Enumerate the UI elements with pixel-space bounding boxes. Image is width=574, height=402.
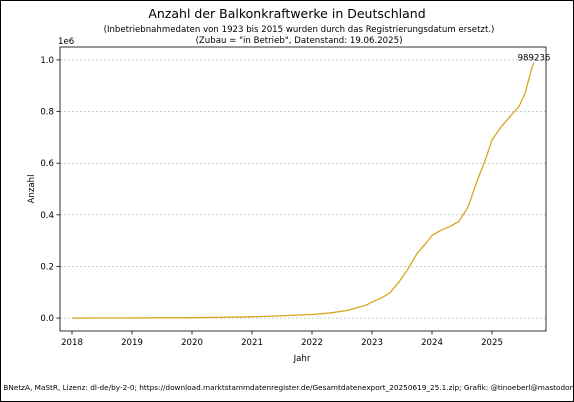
- x-tick-label: 2020: [181, 338, 203, 348]
- chart-subtitle-line-2: (Zubau = "in Betrieb", Datenstand: 19.06…: [196, 36, 403, 46]
- chart-subtitle-line-1: (Inbetriebnahmedaten von 1923 bis 2015 w…: [104, 25, 495, 35]
- x-tick-label: 2022: [301, 338, 323, 348]
- x-tick-label: 2023: [361, 338, 383, 348]
- y-tick-label: 0.4: [40, 211, 54, 221]
- x-tick-label: 2018: [61, 338, 83, 348]
- y-offset-label: 1e6: [58, 37, 74, 47]
- x-tick-label: 2021: [241, 338, 263, 348]
- x-tick-label: 2024: [421, 338, 443, 348]
- plot-area: [59, 46, 547, 332]
- axes: 0.0 0.2 0.4 0.6 0.8 1.0 2018 2019 2020 2021 2022 20…: [40, 56, 503, 348]
- y-axis-label: Anzahl: [27, 175, 37, 204]
- end-value-annotation: 989236: [518, 54, 551, 64]
- chart-title: Anzahl der Balkonkraftwerke in Deutschla…: [148, 6, 425, 21]
- y-tick-label: 0.2: [40, 262, 54, 272]
- x-tick-label: 2025: [481, 338, 503, 348]
- y-tick-label: 0.0: [40, 314, 54, 324]
- grid-lines: [60, 59, 546, 319]
- source-note: Quelle: BNetzA, MaStR, Lizenz: dl-de/by-…: [1, 383, 573, 392]
- series-line: [71, 62, 535, 319]
- y-tick-label: 0.6: [40, 159, 54, 169]
- x-tick-label: 2019: [121, 338, 143, 348]
- x-axis-label: Jahr: [293, 354, 311, 364]
- y-tick-label: 0.8: [40, 108, 54, 118]
- plot-data: 989236: [71, 54, 551, 319]
- y-tick-label: 1.0: [40, 56, 54, 66]
